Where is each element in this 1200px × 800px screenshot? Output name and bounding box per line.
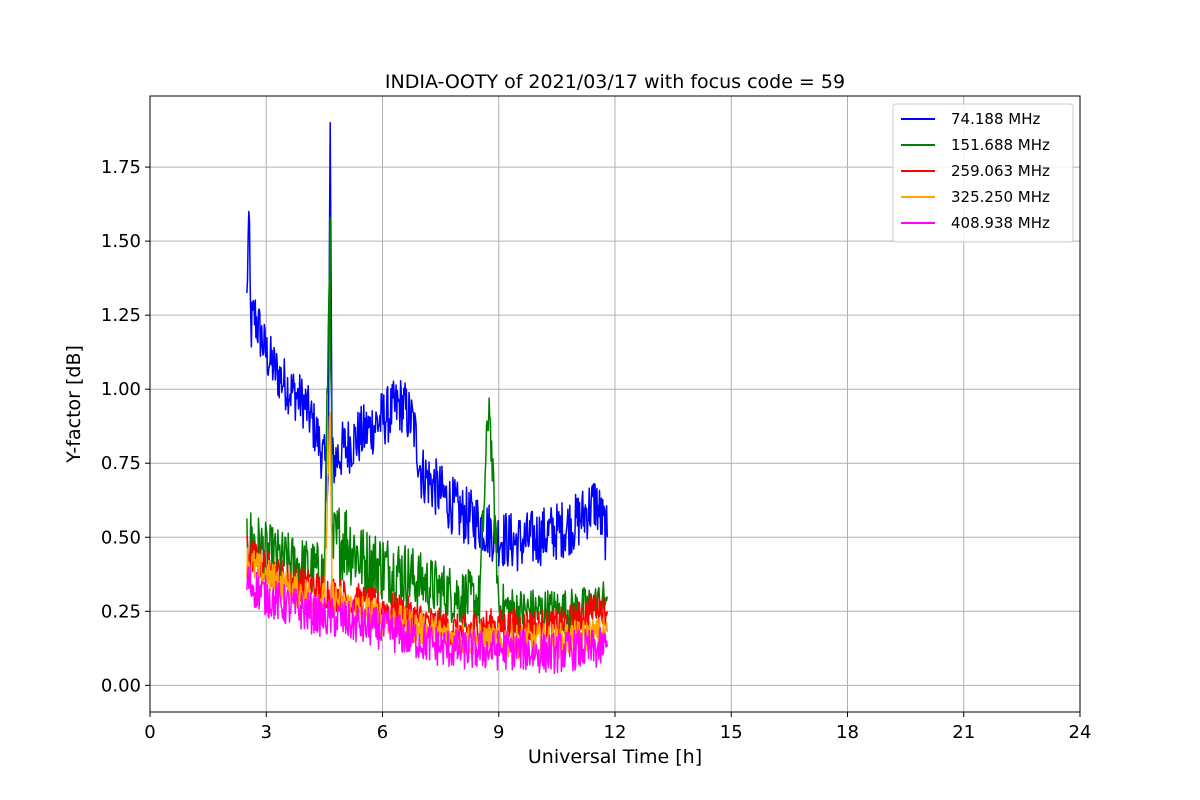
x-tick-label: 24 xyxy=(1069,722,1092,743)
y-tick-label: 0.00 xyxy=(101,675,141,696)
x-tick-label: 18 xyxy=(836,722,859,743)
x-axis-label: Universal Time [h] xyxy=(528,746,702,768)
plot-series xyxy=(246,121,609,675)
legend-label: 408.938 MHz xyxy=(951,214,1050,232)
legend-box xyxy=(892,103,1074,243)
series-line xyxy=(246,535,609,648)
series-line xyxy=(246,121,609,572)
y-tick-label: 1.75 xyxy=(101,157,141,178)
y-tick-label: 1.00 xyxy=(101,379,141,400)
y-axis-label: Y-factor [dB] xyxy=(63,345,85,464)
legend: 74.188 MHz 151.688 MHz 259.063 MHz 325.250 … xyxy=(892,103,1074,243)
series-line xyxy=(246,566,609,675)
x-tick-label: 15 xyxy=(720,722,743,743)
series-line xyxy=(246,216,609,636)
chart-title: INDIA-OOTY of 2021/03/17 with focus code… xyxy=(385,71,845,93)
y-tick-label: 1.25 xyxy=(101,305,141,326)
x-tick-label: 21 xyxy=(952,722,975,743)
y-tick-label: 0.75 xyxy=(101,453,141,474)
y-tick-label: 0.25 xyxy=(101,601,141,622)
x-tick-label: 9 xyxy=(493,722,504,743)
legend-label: 151.688 MHz xyxy=(951,136,1050,154)
x-tick-label: 6 xyxy=(377,722,388,743)
y-tick-label: 0.50 xyxy=(101,527,141,548)
legend-label: 325.250 MHz xyxy=(951,188,1050,206)
x-tick-label: 12 xyxy=(604,722,627,743)
legend-label: 74.188 MHz xyxy=(951,110,1040,128)
y-axis: 0.00 0.25 0.50 0.75 1.00 1.25 1.50 1.75 xyxy=(101,157,150,696)
x-tick-label: 0 xyxy=(144,722,155,743)
legend-label: 259.063 MHz xyxy=(951,162,1050,180)
x-axis: 0 3 6 9 12 15 18 21 24 xyxy=(144,712,1091,743)
x-tick-label: 3 xyxy=(261,722,272,743)
y-tick-label: 1.50 xyxy=(101,231,141,252)
